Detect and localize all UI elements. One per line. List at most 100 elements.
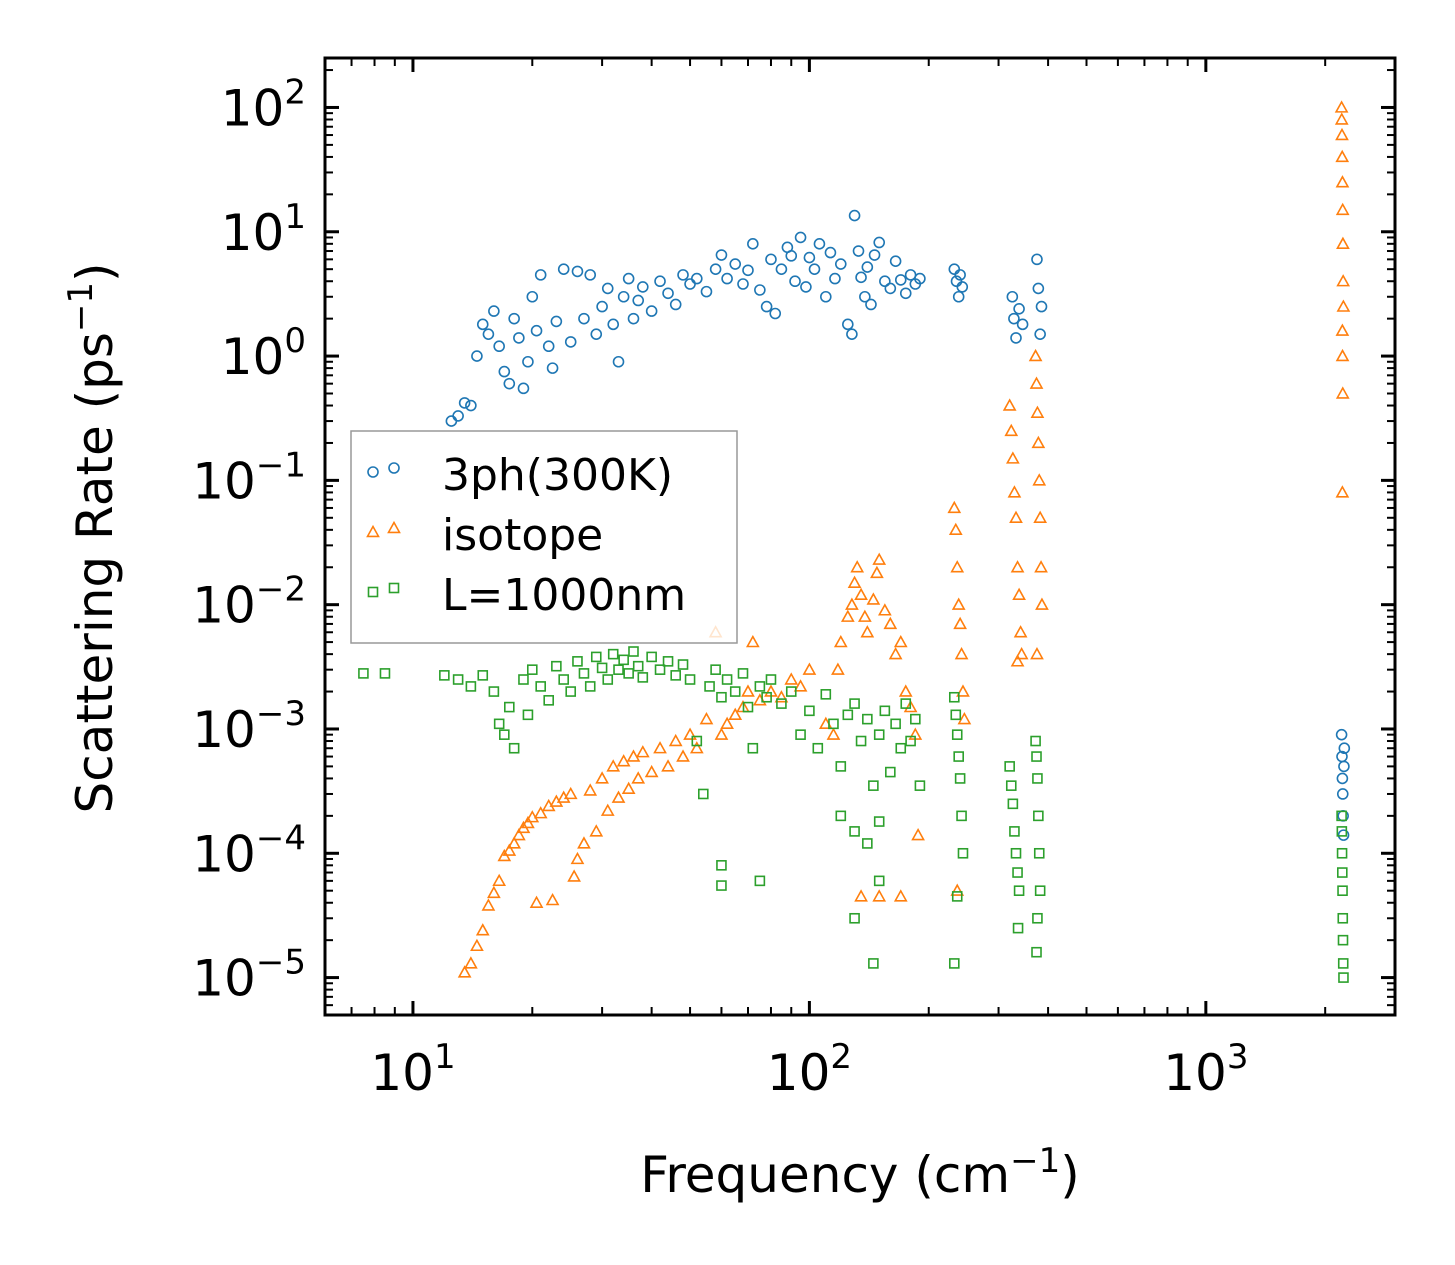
data-point <box>596 662 608 674</box>
series-2 <box>358 646 1349 983</box>
data-point <box>379 668 391 679</box>
data-point <box>445 415 458 427</box>
data-point <box>584 269 597 281</box>
data-point <box>765 674 777 685</box>
data-point <box>1007 485 1022 498</box>
data-point <box>831 662 845 675</box>
data-point <box>1337 885 1348 896</box>
legend-items: 3ph(300K) isotope L=1000nm <box>366 450 686 621</box>
data-point <box>760 300 773 313</box>
data-point <box>889 255 902 267</box>
data-point <box>452 674 464 685</box>
data-point <box>840 609 855 622</box>
data-point <box>1005 780 1017 791</box>
data-point <box>551 660 562 672</box>
data-point <box>1033 810 1044 822</box>
data-point <box>1035 300 1048 313</box>
data-point <box>590 328 603 340</box>
data-point <box>546 362 559 374</box>
data-point <box>1334 112 1349 125</box>
data-point <box>800 281 812 293</box>
data-point <box>848 209 861 222</box>
data-point <box>956 684 970 697</box>
data-point <box>471 350 483 362</box>
data-point <box>893 889 908 902</box>
data-point <box>1032 912 1043 924</box>
data-point <box>895 742 907 754</box>
data-point <box>849 912 860 924</box>
data-point <box>517 382 530 395</box>
data-point <box>503 377 516 390</box>
data-point <box>775 263 788 275</box>
data-point <box>704 681 715 692</box>
data-point <box>834 258 847 270</box>
data-point <box>885 766 896 778</box>
y-tick-label-base: 10 <box>221 204 285 262</box>
data-point <box>910 713 921 725</box>
data-point <box>1004 761 1015 772</box>
data-point <box>1033 847 1045 859</box>
data-point <box>1337 867 1348 878</box>
data-point <box>1034 885 1046 896</box>
data-point <box>865 298 877 311</box>
data-point <box>508 312 520 325</box>
data-point <box>1335 728 1348 741</box>
data-point <box>833 634 848 648</box>
y-axis-label-text: Scattering Rate (ps <box>66 332 124 813</box>
data-point <box>785 250 798 262</box>
y-tick-label-exp: 0 <box>284 321 306 361</box>
data-point <box>709 263 722 275</box>
data-point <box>669 298 682 311</box>
data-point <box>618 654 629 666</box>
plot-frame <box>323 56 1397 1017</box>
data-point <box>1336 274 1351 287</box>
data-point <box>900 698 912 709</box>
data-point <box>950 560 965 573</box>
data-point <box>1336 772 1349 785</box>
data-point <box>1335 323 1350 336</box>
y-tick-label-base: 10 <box>192 950 256 1008</box>
data-point <box>950 883 965 896</box>
y-tick-label: 10−1 <box>192 445 306 510</box>
data-point <box>905 735 916 747</box>
data-point <box>903 699 918 713</box>
data-point <box>1338 760 1350 773</box>
data-point <box>847 575 862 588</box>
data-point <box>842 318 854 331</box>
data-point <box>530 324 543 337</box>
x-tick-label: 101 <box>370 1037 455 1102</box>
y-axis-label-sup: −1 <box>61 282 101 332</box>
data-point <box>502 843 517 856</box>
data-point <box>795 729 806 740</box>
data-point <box>572 656 583 667</box>
data-point <box>862 713 873 725</box>
data-point <box>899 287 912 300</box>
data-point <box>700 285 713 298</box>
data-point <box>623 668 634 679</box>
data-point <box>622 272 635 285</box>
data-point <box>457 965 472 978</box>
data-point <box>1013 625 1028 638</box>
data-point <box>677 659 689 670</box>
data-point <box>1335 175 1350 188</box>
data-point <box>661 759 675 772</box>
data-point <box>1008 312 1020 325</box>
data-point <box>1013 885 1025 896</box>
legend-label: 3ph(300K) <box>442 450 673 501</box>
x-tick-label-exp: 1 <box>434 1037 456 1077</box>
y-tick-label-exp: 1 <box>284 197 306 237</box>
legend-box <box>350 430 738 644</box>
x-tick-label-base: 10 <box>767 1044 831 1102</box>
data-point <box>533 806 548 819</box>
data-point <box>716 691 727 703</box>
legend-label: isotope <box>442 510 603 561</box>
data-point <box>754 681 766 692</box>
data-point <box>898 684 913 697</box>
series-1 <box>457 100 1351 978</box>
x-tick-label-exp: 2 <box>830 1037 852 1077</box>
data-point <box>849 698 860 709</box>
data-point <box>475 923 490 936</box>
data-point <box>1009 510 1023 523</box>
data-point <box>550 315 563 328</box>
